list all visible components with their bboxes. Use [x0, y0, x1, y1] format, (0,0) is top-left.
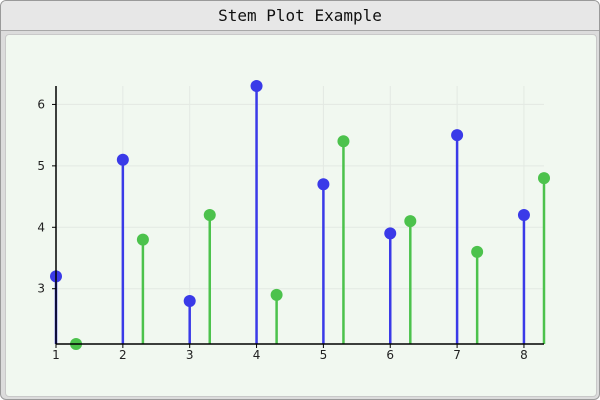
stem-marker	[116, 153, 129, 166]
y-tick-label: 4	[37, 220, 45, 234]
stem-marker	[270, 288, 283, 301]
x-tick-label: 4	[253, 348, 261, 362]
stem-marker	[317, 178, 330, 191]
y-tick-label: 6	[37, 97, 45, 111]
stem-marker	[404, 215, 417, 228]
x-tick-label: 8	[520, 348, 528, 362]
stem-marker	[471, 245, 484, 258]
x-tick-label: 6	[386, 348, 394, 362]
stem-marker	[517, 209, 530, 221]
y-tick-label: 3	[37, 282, 45, 296]
x-tick-label: 7	[453, 348, 461, 362]
title-bar: Stem Plot Example	[1, 1, 599, 31]
plot-area	[5, 34, 597, 397]
stem-marker	[538, 172, 550, 185]
y-tick-label: 5	[37, 159, 45, 173]
x-tick-label: 5	[320, 348, 328, 362]
stem-marker	[250, 80, 263, 92]
stem-marker	[451, 129, 464, 142]
x-tick-label: 1	[52, 348, 60, 362]
stem-marker	[203, 209, 216, 221]
stem-marker	[136, 233, 149, 246]
stem-marker	[384, 227, 397, 240]
x-tick-label: 2	[119, 348, 127, 362]
window-title: Stem Plot Example	[218, 6, 382, 25]
stem-marker	[337, 135, 350, 148]
stem-marker	[183, 295, 196, 307]
x-tick-label: 3	[186, 348, 194, 362]
